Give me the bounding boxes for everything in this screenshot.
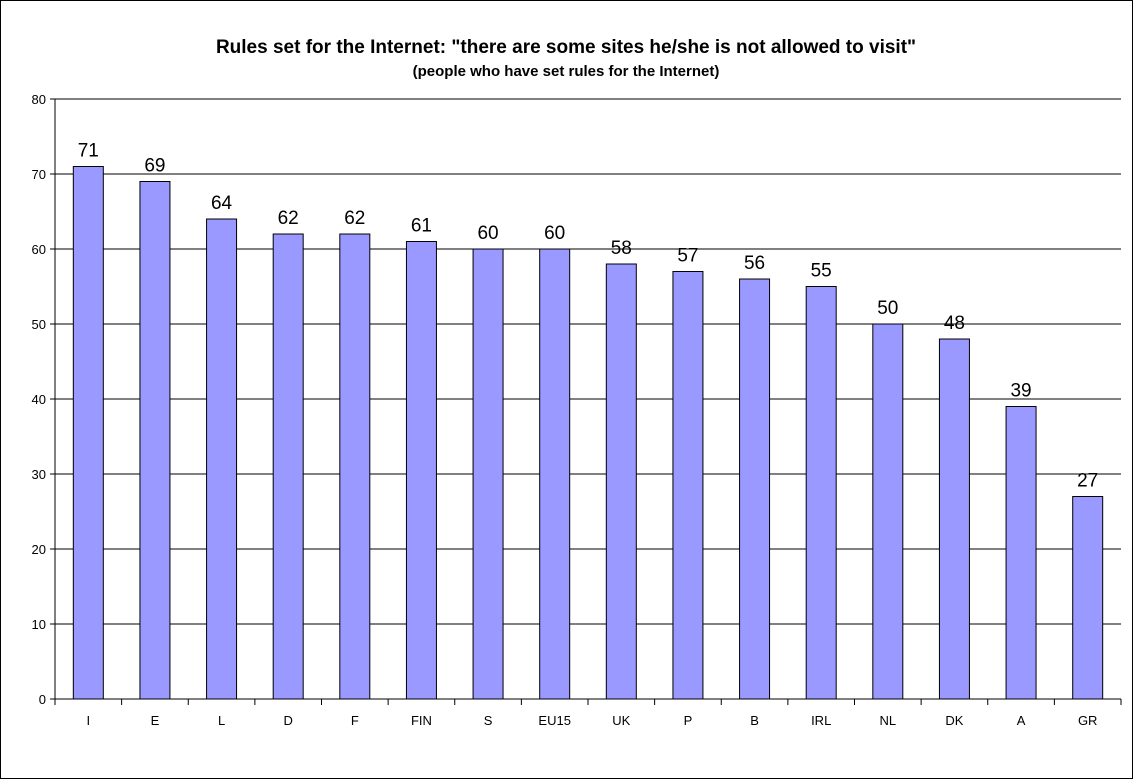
- data-label-fin: 61: [411, 216, 432, 237]
- bar-d: [272, 233, 304, 700]
- bars: [72, 166, 1104, 700]
- data-label-nl: 50: [877, 298, 898, 319]
- data-label-p: 57: [677, 246, 698, 267]
- bar-gr: [1072, 496, 1104, 700]
- y-tick-label: 50: [32, 317, 46, 332]
- bar-uk: [605, 263, 637, 700]
- x-tick-label-l: L: [218, 713, 225, 728]
- chart-title: Rules set for the Internet: "there are s…: [216, 37, 916, 58]
- x-tick-label-dk: DK: [945, 713, 963, 728]
- y-tick-label: 30: [32, 467, 46, 482]
- data-label-l: 64: [211, 193, 233, 214]
- x-tick-label-nl: NL: [880, 713, 897, 728]
- bar-l: [206, 218, 238, 700]
- x-tick-label-d: D: [283, 713, 292, 728]
- bar-eu15: [539, 248, 571, 700]
- data-label-uk: 58: [611, 238, 632, 259]
- y-tick-label: 40: [32, 392, 46, 407]
- y-tick-label: 0: [39, 692, 46, 707]
- x-tick-label-p: P: [684, 713, 693, 728]
- bar-a: [1005, 406, 1037, 700]
- y-tick-label: 70: [32, 167, 46, 182]
- data-label-a: 39: [1010, 381, 1031, 402]
- data-labels: 71 69 64 62 62 61 60 60 58 57 56 55 50 48 39 27: [78, 141, 1099, 492]
- y-axis-ticks: 0 10 20 30 40 50 60 70 80: [32, 92, 55, 707]
- x-tick-label-f: F: [351, 713, 359, 728]
- bar-b: [739, 278, 771, 700]
- bar-p: [672, 271, 704, 700]
- x-tick-label-b: B: [750, 713, 759, 728]
- data-label-d: 62: [278, 208, 299, 229]
- x-axis-ticks: I E L D F FIN S EU15 UK P B IRL NL DK A GR: [54, 699, 1122, 728]
- data-label-e: 69: [144, 156, 165, 177]
- bar-f: [339, 233, 371, 700]
- data-label-gr: 27: [1077, 471, 1098, 492]
- x-tick-label-e: E: [151, 713, 160, 728]
- data-label-f: 62: [344, 208, 365, 229]
- x-tick-label-fin: FIN: [411, 713, 432, 728]
- x-tick-label-i: I: [87, 713, 91, 728]
- data-label-irl: 55: [811, 261, 832, 282]
- x-tick-label-eu15: EU15: [538, 713, 571, 728]
- y-tick-label: 10: [32, 617, 46, 632]
- chart-subtitle: (people who have set rules for the Inter…: [413, 63, 720, 80]
- bar-irl: [805, 286, 837, 700]
- y-tick-label: 20: [32, 542, 46, 557]
- x-tick-label-gr: GR: [1078, 713, 1098, 728]
- bar-dk: [938, 338, 970, 700]
- data-label-dk: 48: [944, 313, 965, 334]
- data-label-b: 56: [744, 253, 765, 274]
- bar-e: [139, 181, 171, 700]
- x-tick-label-irl: IRL: [811, 713, 831, 728]
- y-tick-label: 60: [32, 242, 46, 257]
- data-label-s: 60: [477, 223, 498, 244]
- bar-i: [72, 166, 104, 700]
- bar-fin: [405, 241, 437, 700]
- x-tick-label-a: A: [1017, 713, 1026, 728]
- x-tick-label-s: S: [484, 713, 493, 728]
- bar-nl: [872, 323, 904, 700]
- x-tick-label-uk: UK: [612, 713, 630, 728]
- data-label-eu15: 60: [544, 223, 565, 244]
- bar-s: [472, 248, 504, 700]
- data-label-i: 71: [78, 141, 99, 162]
- y-tick-label: 80: [32, 92, 46, 107]
